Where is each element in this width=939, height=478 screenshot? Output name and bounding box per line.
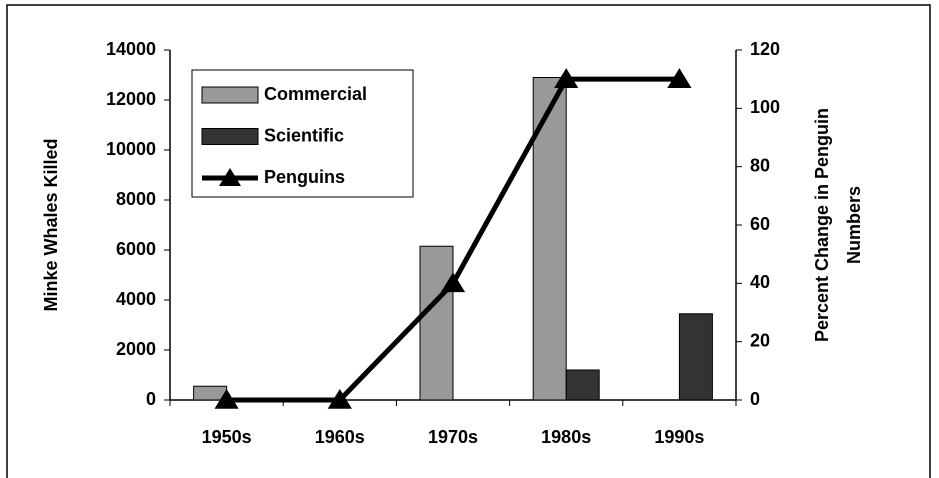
marker — [554, 68, 579, 88]
y2-tick-label: 100 — [750, 97, 780, 117]
y-axis-label: Minke Whales Killed — [41, 138, 61, 311]
y-tick-label: 0 — [146, 389, 156, 409]
x-tick-label: 1980s — [541, 427, 591, 447]
y2-axis-label: Numbers — [844, 186, 864, 264]
marker — [214, 389, 239, 409]
x-tick-label: 1950s — [202, 427, 252, 447]
y-tick-label: 8000 — [116, 189, 156, 209]
y2-tick-label: 40 — [750, 272, 770, 292]
bar — [565, 369, 600, 401]
legend-label: Commercial — [264, 84, 367, 104]
legend-swatch — [201, 128, 259, 145]
y-tick-label: 6000 — [116, 239, 156, 259]
bar — [678, 313, 713, 401]
marker — [667, 68, 692, 88]
y-tick-label: 4000 — [116, 289, 156, 309]
x-tick-label: 1970s — [428, 427, 478, 447]
marker — [327, 389, 352, 409]
legend-label: Scientific — [264, 125, 344, 145]
marker — [440, 272, 466, 293]
y2-tick-label: 0 — [750, 389, 760, 409]
y-tick-label: 10000 — [106, 139, 156, 159]
legend-label: Penguins — [264, 167, 345, 187]
legend-swatch — [201, 86, 259, 104]
y2-tick-label: 20 — [750, 330, 770, 350]
y-tick-label: 2000 — [116, 339, 156, 359]
x-tick-label: 1990s — [654, 427, 704, 447]
y2-tick-label: 60 — [750, 214, 770, 234]
frame — [6, 4, 931, 478]
legend-swatch — [219, 168, 241, 186]
y-tick-label: 12000 — [106, 89, 156, 109]
bar — [419, 245, 454, 401]
x-tick-label: 1960s — [315, 427, 365, 447]
y2-tick-label: 120 — [750, 39, 780, 59]
y2-axis-label: Percent Change in Penguin — [812, 108, 832, 342]
y-tick-label: 14000 — [106, 39, 156, 59]
y2-tick-label: 80 — [750, 155, 770, 175]
